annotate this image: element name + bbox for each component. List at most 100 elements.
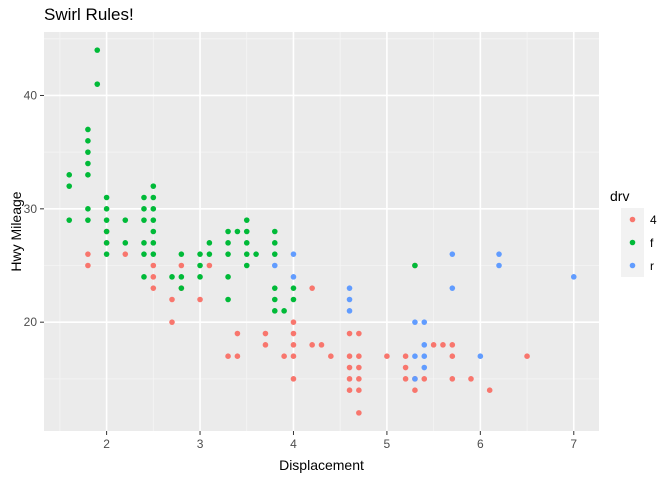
data-point-f <box>169 274 175 280</box>
data-point-f <box>178 285 185 291</box>
data-point-4 <box>290 376 297 382</box>
data-point-f <box>103 194 110 201</box>
data-point-4 <box>290 353 297 359</box>
data-point-f <box>206 240 213 246</box>
data-point-f <box>85 126 91 133</box>
data-point-f <box>150 240 157 246</box>
data-point-r <box>271 262 278 269</box>
data-point-r <box>496 262 502 269</box>
minor-gridlines <box>44 32 599 431</box>
data-point-f <box>225 296 231 303</box>
major-gridlines <box>44 32 599 431</box>
y-axis-ticks: 20 30 40 <box>24 88 44 329</box>
data-point-4 <box>262 342 269 348</box>
data-point-4 <box>356 410 362 416</box>
x-tick-label: 2 <box>103 437 110 451</box>
data-point-4 <box>524 353 530 359</box>
data-point-f <box>281 308 287 314</box>
data-point-f <box>271 308 278 314</box>
data-point-r <box>412 353 418 359</box>
data-point-4 <box>412 387 418 393</box>
data-points <box>66 47 577 416</box>
data-point-f <box>243 240 250 246</box>
data-point-4 <box>234 353 241 359</box>
data-point-4 <box>421 376 428 382</box>
data-point-f <box>122 240 129 246</box>
data-point-4 <box>328 353 334 359</box>
data-point-4 <box>197 296 203 303</box>
data-point-4 <box>206 262 213 269</box>
data-point-f <box>290 285 297 291</box>
data-point-f <box>243 262 250 269</box>
data-point-4 <box>234 330 241 337</box>
data-point-r <box>421 319 428 325</box>
data-point-f <box>271 285 278 291</box>
data-point-f <box>66 183 73 189</box>
data-point-4 <box>150 285 157 291</box>
data-point-f <box>225 251 231 257</box>
data-point-f <box>85 172 91 178</box>
legend-label: 4 <box>650 213 657 227</box>
data-point-r <box>421 353 428 359</box>
data-point-4 <box>309 285 315 291</box>
data-point-4 <box>346 376 353 382</box>
x-axis-title: Displacement <box>279 457 364 473</box>
data-point-4 <box>290 330 297 337</box>
legend-items: 4 fr <box>621 208 657 277</box>
data-point-4 <box>178 262 185 269</box>
data-point-f <box>197 251 203 257</box>
x-tick-label: 5 <box>384 437 391 451</box>
data-point-f <box>150 183 157 189</box>
data-point-4 <box>150 262 157 269</box>
data-point-f <box>206 251 213 257</box>
data-point-f <box>103 206 110 212</box>
data-point-f <box>271 240 278 246</box>
chart-title: Swirl Rules! <box>44 5 134 24</box>
data-point-4 <box>290 319 297 325</box>
legend-key-point <box>629 239 636 246</box>
data-point-f <box>122 217 129 223</box>
data-point-f <box>197 262 203 269</box>
data-point-f <box>150 228 157 235</box>
data-point-f <box>234 228 241 235</box>
data-point-f <box>66 172 73 178</box>
y-tick-label: 20 <box>24 315 38 329</box>
data-point-r <box>570 274 577 280</box>
data-point-f <box>85 149 91 155</box>
data-point-r <box>477 353 484 359</box>
data-point-f <box>94 47 101 53</box>
data-point-4 <box>356 387 362 393</box>
data-point-4 <box>225 353 231 359</box>
data-point-4 <box>402 364 409 371</box>
data-point-4 <box>449 342 456 348</box>
data-point-r <box>346 308 353 314</box>
data-point-4 <box>402 376 409 382</box>
data-point-4 <box>150 274 157 280</box>
data-point-4 <box>169 319 175 325</box>
data-point-r <box>496 251 502 257</box>
data-point-4 <box>346 364 353 371</box>
data-point-f <box>150 217 157 223</box>
data-point-f <box>150 251 157 257</box>
data-point-4 <box>356 330 362 337</box>
y-tick-label: 40 <box>24 88 38 102</box>
data-point-f <box>412 262 418 269</box>
y-tick-label: 30 <box>24 202 38 216</box>
data-point-f <box>141 274 147 280</box>
data-point-4 <box>449 376 456 382</box>
data-point-4 <box>449 353 456 359</box>
data-point-f <box>290 296 297 303</box>
data-point-f <box>178 274 185 280</box>
legend-title: drv <box>610 188 629 204</box>
data-point-r <box>346 285 353 291</box>
data-point-f <box>103 240 110 246</box>
data-point-r <box>412 319 418 325</box>
data-point-4 <box>169 296 175 303</box>
x-tick-label: 3 <box>197 437 204 451</box>
data-point-f <box>243 251 250 257</box>
legend: drv 4 fr <box>610 188 657 277</box>
data-point-r <box>412 376 418 382</box>
data-point-r <box>290 251 297 257</box>
data-point-f <box>243 228 250 235</box>
data-point-f <box>94 81 101 87</box>
